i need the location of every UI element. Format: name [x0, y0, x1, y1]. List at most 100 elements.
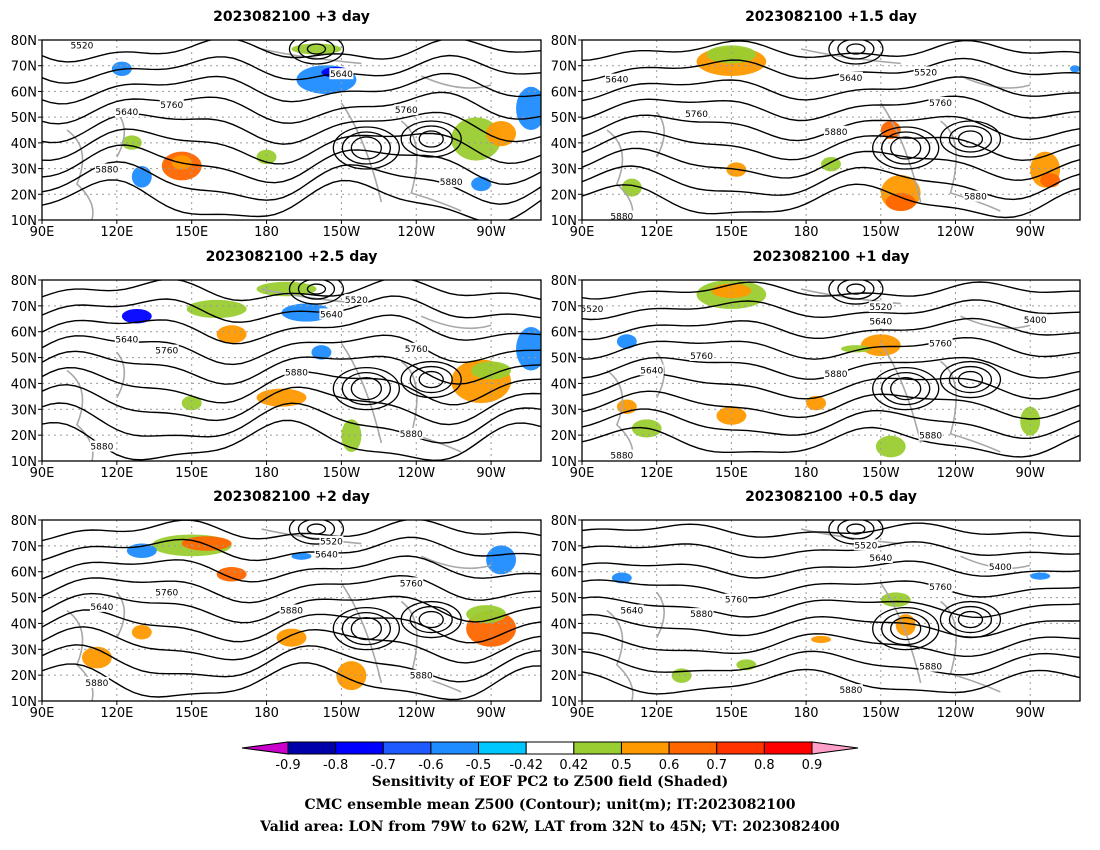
lon-tick-label: 120E — [640, 466, 673, 481]
lat-tick-label: 70N — [11, 60, 37, 75]
lat-tick-label: 80N — [11, 34, 37, 49]
coastline — [420, 315, 492, 330]
z500-contour — [582, 76, 1080, 102]
sensitivity-patch — [216, 325, 247, 344]
z500-contour — [582, 668, 1080, 695]
z500-closed-contour — [890, 376, 922, 401]
z500-closed-contour — [828, 40, 884, 65]
colorbar-segment — [668, 741, 718, 755]
z500-contour — [582, 390, 1080, 420]
colorbar-label: 0.7 — [706, 758, 727, 773]
colorbar-label: -0.6 — [418, 758, 443, 773]
lon-tick-label: 90E — [30, 466, 55, 481]
contour-label: 5880 — [839, 686, 862, 696]
caption-line-2: CMC ensemble mean Z500 (Contour); unit(m… — [304, 797, 796, 813]
sensitivity-patch — [281, 303, 332, 322]
contour-label: 5880 — [440, 178, 463, 188]
z500-closed-contour — [409, 605, 453, 634]
z500-contour — [42, 54, 541, 84]
z500-closed-contour — [341, 611, 392, 646]
z500-closed-contour — [341, 131, 392, 165]
z500-contour — [582, 130, 1080, 162]
contour-label: 5880 — [919, 432, 942, 442]
lon-tick-label: 150W — [323, 706, 361, 721]
z500-contour — [42, 280, 541, 302]
lon-tick-label: 150W — [862, 225, 900, 240]
lat-tick-label: 40N — [11, 137, 37, 152]
colorbar-label: -0.5 — [466, 758, 491, 773]
contour-label: 5760 — [929, 99, 952, 109]
contour-label: 5520 — [869, 303, 892, 313]
lon-tick-label: 120W — [937, 466, 975, 481]
contour-label: 5520 — [345, 296, 368, 306]
lat-tick-label: 20N — [551, 188, 577, 203]
lon-tick-label: 150E — [175, 466, 208, 481]
colorbar-label: 0.9 — [802, 758, 823, 773]
contour-label: 5880 — [610, 212, 633, 222]
lat-tick-label: 50N — [11, 111, 37, 126]
contour-label: 5520 — [854, 541, 877, 551]
lon-tick-label: 150W — [323, 225, 361, 240]
sensitivity-patch — [256, 281, 317, 297]
map-panel: 2023082100 +3 day 5520 5640 5640 5760 5760 588… — [11, 9, 542, 240]
lon-tick-label: 150E — [715, 225, 748, 240]
z500-closed-contour — [846, 283, 866, 295]
sensitivity-patch — [860, 334, 901, 357]
colorbar-segment — [716, 741, 765, 755]
coastline — [606, 129, 634, 220]
colorbar-label: 0.42 — [559, 758, 588, 773]
colorbar-segment — [525, 741, 575, 755]
lat-tick-label: 60N — [551, 326, 577, 341]
contour-label: 5880 — [410, 672, 433, 682]
z500-contour — [582, 596, 1080, 619]
lon-tick-label: 90E — [30, 706, 55, 721]
sensitivity-patch — [311, 345, 332, 360]
z500-contour — [582, 579, 1080, 599]
z500-closed-contour — [341, 371, 392, 406]
lat-tick-label: 70N — [11, 540, 37, 555]
sensitivity-patch — [875, 435, 906, 458]
contour-label: 5640 — [330, 70, 353, 80]
z500-closed-contour — [400, 360, 462, 399]
z500-closed-contour — [846, 43, 866, 55]
contour-label: 5760 — [155, 588, 178, 598]
lat-tick-label: 40N — [11, 617, 37, 632]
lon-tick-label: 90W — [476, 225, 506, 240]
z500-closed-contour — [872, 606, 940, 651]
lon-tick-label: 120E — [100, 466, 133, 481]
lat-tick-label: 50N — [551, 352, 577, 367]
sensitivity-patch — [706, 45, 757, 64]
sensitivity-patch — [1040, 173, 1061, 188]
colorbar-min-arrow — [241, 741, 289, 755]
z500-closed-contour — [350, 376, 383, 401]
z500-closed-contour — [881, 131, 931, 165]
z500-contour — [42, 383, 541, 426]
panel-title: 2023082100 +1 day — [753, 249, 910, 265]
colorbar-label: 0.5 — [611, 758, 632, 773]
z500-contour — [42, 536, 541, 562]
lat-tick-label: 80N — [551, 34, 577, 49]
z500-contour — [582, 632, 1080, 658]
sensitivity-patch — [1030, 572, 1051, 580]
z500-contour — [42, 144, 541, 186]
z500-contour — [42, 295, 541, 323]
z500-closed-contour — [872, 126, 940, 170]
lat-tick-label: 60N — [11, 326, 37, 341]
contour-label: 5640 — [869, 554, 892, 564]
z500-closed-contour — [409, 125, 453, 153]
z500-contour — [42, 350, 541, 385]
panel-frame — [581, 279, 1081, 462]
map-panel: 2023082100 +1 day 5520 5520 5640 5400 5760 576… — [551, 249, 1081, 481]
z500-contour — [42, 314, 541, 345]
sensitivity-patch — [486, 545, 517, 575]
sensitivity-patch — [616, 334, 637, 349]
sensitivity-patch — [811, 635, 831, 644]
sensitivity-patch — [716, 406, 747, 425]
contour-label: 5640 — [839, 74, 862, 84]
lat-tick-label: 30N — [551, 403, 577, 418]
lon-tick-label: 120W — [937, 706, 975, 721]
sensitivity-patch — [621, 178, 642, 197]
sensitivity-patch — [341, 419, 362, 452]
contour-label: 5760 — [690, 352, 713, 362]
